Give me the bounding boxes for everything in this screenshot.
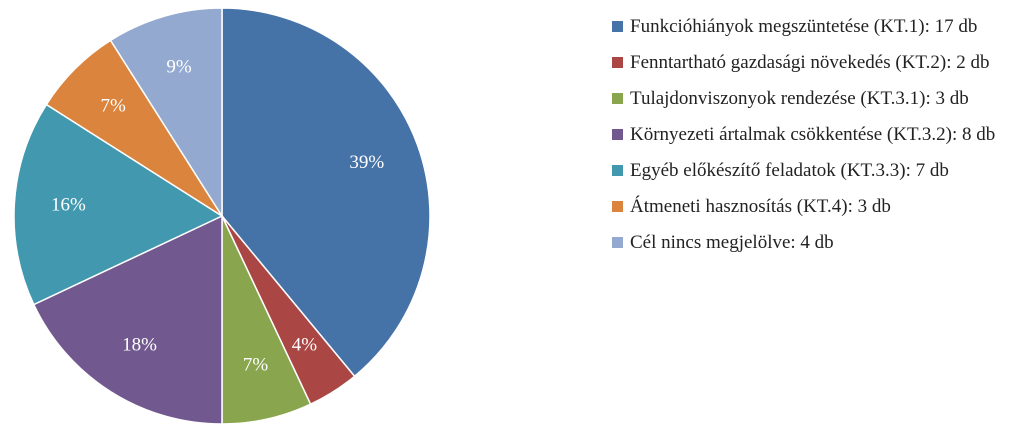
legend: Funkcióhiányok megszüntetése (KT.1): 17 … (612, 12, 1004, 257)
pie-slice (221, 7, 431, 378)
legend-item: Egyéb előkészítő feladatok (KT.3.3): 7 d… (612, 156, 1004, 185)
legend-label: Egyéb előkészítő feladatok (KT.3.3): 7 d… (630, 160, 949, 181)
pie-slice (32, 214, 223, 425)
legend-label: Funkcióhiányok megszüntetése (KT.1): 17 … (630, 16, 978, 37)
legend-swatch (612, 93, 623, 104)
legend-swatch (612, 129, 623, 140)
slice-label: 39% (349, 152, 384, 173)
slice-label: 4% (292, 334, 318, 355)
slice-label: 7% (243, 355, 269, 376)
legend-swatch (612, 165, 623, 176)
pie-slice (109, 7, 223, 219)
legend-swatch (612, 21, 623, 32)
legend-swatch (612, 201, 623, 212)
legend-label: Cél nincs megjelölve: 4 db (630, 232, 834, 253)
legend-item: Cél nincs megjelölve: 4 db (612, 228, 1004, 257)
slice-label: 16% (51, 195, 86, 216)
legend-label: Környezeti ártalmak csökkentése (KT.3.2)… (630, 124, 996, 145)
legend-swatch (612, 237, 623, 248)
legend-label: Tulajdonviszonyok rendezése (KT.3.1): 3 … (630, 88, 969, 109)
legend-item: Fenntartható gazdasági növekedés (KT.2):… (612, 48, 1004, 77)
legend-item: Tulajdonviszonyok rendezése (KT.3.1): 3 … (612, 84, 1004, 113)
chart: 39% 4% 7% 18% 16% 7% 9% (13, 7, 431, 425)
slice-label: 18% (122, 334, 157, 355)
legend-swatch (612, 57, 623, 68)
slice-label: 9% (166, 57, 192, 78)
pie-slice (13, 103, 224, 306)
legend-label: Átmeneti hasznosítás (KT.4): 3 db (630, 196, 891, 217)
legend-item: Átmeneti hasznosítás (KT.4): 3 db (612, 192, 1004, 221)
slice-label: 7% (100, 96, 126, 117)
legend-item: Funkcióhiányok megszüntetése (KT.1): 17 … (612, 12, 1004, 41)
legend-label: Fenntartható gazdasági növekedés (KT.2):… (630, 52, 990, 73)
legend-item: Környezeti ártalmak csökkentése (KT.3.2)… (612, 120, 1004, 149)
